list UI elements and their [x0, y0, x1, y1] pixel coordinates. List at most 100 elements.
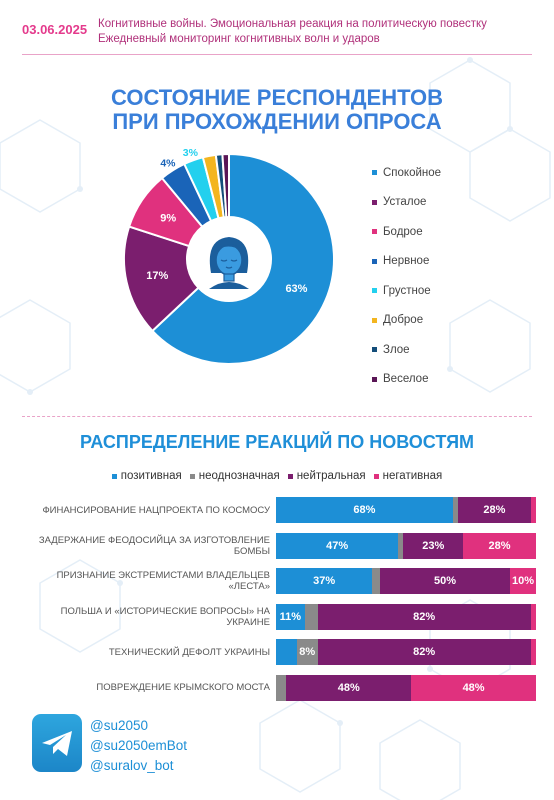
bar-row: 8% 82%	[276, 639, 536, 665]
pie-slice-label: 4%	[160, 158, 176, 170]
legend-label: Грустное	[383, 284, 431, 297]
bar-segment	[276, 639, 297, 665]
bar-segment-label: 50%	[433, 575, 456, 587]
legend-label: Нервное	[383, 255, 430, 268]
handle-link[interactable]: @su2050emBot	[90, 738, 188, 753]
legend-label: позитивная	[120, 470, 182, 482]
bar-segment-label: 47%	[326, 539, 349, 552]
bar-segment-label: 10%	[511, 575, 534, 587]
bar-row: 11% 82%	[276, 603, 536, 630]
bar-segment-label: 82%	[413, 610, 436, 623]
legend-swatch	[372, 170, 377, 176]
bar-legend-item: позитивная	[111, 470, 182, 482]
legend-label: Усталое	[383, 196, 427, 209]
telegram-plane-icon	[42, 731, 72, 756]
header-date: 03.06.2025	[22, 22, 88, 37]
header-line-2: Ежедневный мониторинг когнитивных волн и…	[98, 33, 380, 45]
bar-row-label-text: ЗАДЕРЖАНИЕ ФЕОДОСИЙЦА ЗА ИЗГОТОВЛЕНИЕ БО…	[38, 534, 270, 557]
section-divider	[22, 416, 532, 417]
bar-row-label: ПОВРЕЖДЕНИЕ КРЫМСКОГО МОСТА	[20, 675, 270, 701]
telegram-icon[interactable]	[32, 714, 82, 772]
pie-slice-label: 3%	[183, 148, 199, 159]
pie-slice-0	[151, 152, 335, 365]
bar-segment: 82%	[317, 639, 531, 665]
pie-slice-label: 9%	[160, 213, 176, 225]
bar-segment: 10%	[509, 568, 536, 594]
handle-link[interactable]: @su2050	[90, 718, 148, 733]
legend-swatch	[373, 473, 379, 479]
bar-segment: 47%	[276, 532, 399, 559]
legend-label: негативная	[382, 470, 443, 482]
legend-swatch	[372, 229, 377, 235]
bar-segment	[530, 639, 536, 665]
pie-legend-item: Спокойное	[372, 158, 542, 188]
pie-legend-item: Усталое	[372, 188, 542, 218]
bar-segment: 23%	[403, 532, 464, 559]
pie-legend-item: Злое	[372, 335, 542, 365]
pie-slice-1	[123, 225, 200, 333]
legend-swatch	[372, 288, 377, 294]
pie-chart-title: СОСТОЯНИЕ РЕСПОНДЕНТОВ ПРИ ПРОХОЖДЕНИИ О…	[0, 86, 554, 134]
legend-swatch	[189, 473, 195, 479]
legend-label: неоднозначная	[198, 470, 280, 482]
bar-segment	[530, 497, 536, 523]
bar-row: 47% 23% 28%	[276, 532, 536, 559]
legend-label: Спокойное	[383, 166, 442, 179]
bar-segment: 82%	[317, 603, 531, 630]
pie-legend-item: Доброе	[372, 306, 542, 336]
bar-segment-label: 28%	[488, 539, 511, 552]
bar-row-label-text: ФИНАНСИРОВАНИЕ НАЦПРОЕКТА ПО КОСМОСУ	[42, 504, 270, 516]
bar-row-label-text: ПОВРЕЖДЕНИЕ КРЫМСКОГО МОСТА	[96, 682, 270, 693]
bar-segment-label: 11%	[279, 610, 301, 623]
bar-row-label-text: ПОЛЬША И «ИСТОРИЧЕСКИЕ ВОПРОСЫ» НА УКРАИ…	[60, 605, 270, 628]
pie-slice-label: 17%	[146, 270, 168, 282]
legend-swatch	[111, 473, 117, 479]
legend-label: Злое	[383, 343, 410, 356]
bar-segment: 48%	[286, 674, 412, 701]
pie-title-line-1: СОСТОЯНИЕ РЕСПОНДЕНТОВ	[111, 85, 443, 110]
bar-segment	[398, 532, 404, 559]
header-divider	[22, 54, 532, 55]
bar-segment: 28%	[463, 532, 536, 559]
bar-segment-label: 23%	[422, 539, 445, 552]
pie-legend-item: Бодрое	[372, 217, 542, 247]
handle-link[interactable]: @suralov_bot	[90, 758, 174, 773]
woman-face-icon	[193, 223, 265, 295]
bar-legend-item: негативная	[373, 470, 443, 482]
respondent-state-donut-chart: 63% 17% 9% 4% 3%	[123, 148, 335, 365]
bar-legend: позитивная неоднозначная нейтральная негати…	[0, 470, 554, 482]
bar-row: 68% 28%	[276, 497, 536, 523]
news-reactions-bar-chart: ФИНАНСИРОВАНИЕ НАЦПРОЕКТА ПО КОСМОСУ 68% 2…	[20, 497, 540, 712]
footer-handles: @su2050 @su2050emBot @suralov_bot	[90, 716, 187, 776]
pie-legend-item: Нервное	[372, 247, 542, 277]
bar-row: 48% 48%	[276, 674, 536, 701]
bar-segment: 11%	[276, 603, 305, 630]
legend-swatch	[372, 347, 377, 353]
legend-swatch	[372, 376, 377, 382]
bar-segment-label: 37%	[313, 575, 336, 587]
bar-row-label-text: ТЕХНИЧЕСКИЙ ДЕФОЛТ УКРАИНЫ	[108, 646, 270, 658]
bar-segment: 68%	[276, 497, 453, 523]
legend-label: нейтральная	[296, 470, 366, 482]
bar-row-label: ТЕХНИЧЕСКИЙ ДЕФОЛТ УКРАИНЫ	[20, 639, 270, 665]
legend-swatch	[287, 473, 293, 479]
pie-legend-item: Веселое	[372, 365, 542, 395]
bar-legend-item: нейтральная	[287, 470, 366, 482]
bar-segment-label: 8%	[299, 646, 316, 658]
pie-slice-7	[221, 152, 230, 219]
bar-row-label-text: ПРИЗНАНИЕ ЭКСТРЕМИСТАМИ ВЛАДЕЛЬЦЕВ «ЛЕСТ…	[56, 570, 270, 592]
pie-legend-item: Грустное	[372, 276, 542, 306]
pie-slice-label: 63%	[285, 283, 307, 295]
legend-label: Веселое	[383, 373, 429, 386]
bar-segment	[530, 603, 536, 630]
bar-chart-title: РАСПРЕДЕЛЕНИЕ РЕАКЦИЙ ПО НОВОСТЯМ	[79, 432, 475, 452]
legend-swatch	[372, 199, 377, 205]
bar-segment	[276, 674, 287, 701]
bar-row: 37% 50% 10%	[276, 568, 536, 594]
header-subtitle: Когнитивные войны. Эмоциональная реакция…	[98, 17, 538, 47]
bar-segment: 8%	[296, 639, 318, 665]
bar-segment: 37%	[276, 568, 373, 594]
bar-segment: 50%	[379, 568, 510, 594]
pie-legend: Спокойное Усталое Бодрое Нервное Грустное Доб…	[372, 158, 542, 394]
pie-title-line-2: ПРИ ПРОХОЖДЕНИИ ОПРОСА	[112, 109, 442, 134]
